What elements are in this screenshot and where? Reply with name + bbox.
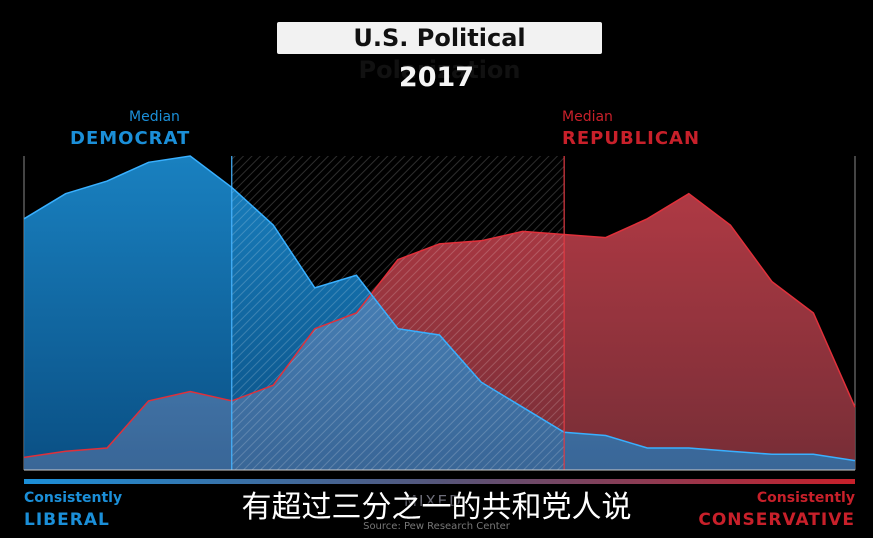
right-axis-label: CONSERVATIVE <box>698 510 855 530</box>
source-note: Source: Pew Research Center <box>363 521 510 532</box>
video-subtitle: 有超过三分之一的共和党人说 <box>241 490 632 525</box>
chart-title: U.S. Political Polarization <box>277 22 602 84</box>
left-axis-small-label: Consistently <box>24 490 123 506</box>
center-axis-label: MIXED <box>404 492 463 510</box>
median-republican-small-label: Median <box>562 109 613 125</box>
republican-line <box>23 192 856 459</box>
left-axis-label: LIBERAL <box>24 510 110 530</box>
chart-year: 2017 <box>398 62 475 93</box>
liberal-conservative-axis-bar <box>24 479 855 484</box>
median-republican-label: REPUBLICAN <box>562 128 701 149</box>
right-axis-small-label: Consistently <box>756 490 855 506</box>
median-democrat-label: DEMOCRAT <box>70 128 191 149</box>
democrat-line <box>23 155 856 462</box>
median-range-hatch <box>231 156 565 470</box>
median-democrat-small-label: Median <box>129 109 180 125</box>
